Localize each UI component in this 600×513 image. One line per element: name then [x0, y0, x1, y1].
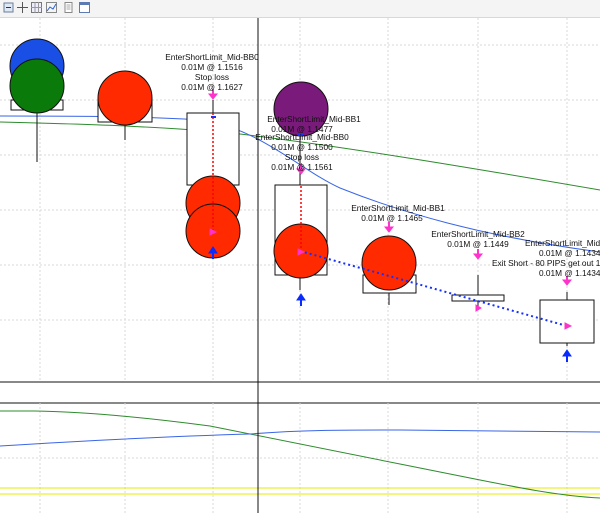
entry-arrow-icon	[561, 276, 573, 286]
trade-circle	[97, 70, 153, 126]
exit-arrow-icon	[208, 246, 218, 259]
svg-text:Stop loss: Stop loss	[285, 152, 319, 162]
entry-arrow-icon	[383, 222, 395, 233]
annotation-4: EnterShortLimit_Mid-BB1 0.01M @ 1.1465	[351, 203, 445, 223]
chart-toolbar	[0, 0, 600, 18]
entry-markers	[207, 89, 573, 330]
chart-settings-icon[interactable]	[45, 1, 58, 14]
annotation-3: EnterShortLimit_Mid-BB0 0.01M @ 1.1500 S…	[255, 132, 349, 172]
svg-text:0.01M @ 1.1434: 0.01M @ 1.1434	[539, 248, 600, 258]
entry-arrow-icon	[207, 89, 219, 100]
annotation-1: EnterShortLimit_Mid-BB0 0.01M @ 1.1516 S…	[165, 52, 259, 92]
svg-text:0.01M @ 1.1477: 0.01M @ 1.1477	[271, 124, 333, 134]
annotation-2: EnterShortLimit_Mid-BB1 0.01M @ 1.1477	[267, 114, 361, 134]
svg-text:EnterShortLimit_Mid-BB: EnterShortLimit_Mid-BB	[525, 238, 600, 248]
svg-text:0.01M @ 1.1449: 0.01M @ 1.1449	[447, 239, 509, 249]
svg-text:0.01M @ 1.1465: 0.01M @ 1.1465	[361, 213, 423, 223]
window-icon[interactable]	[78, 1, 91, 14]
svg-text:0.01M @ 1.1500: 0.01M @ 1.1500	[271, 142, 333, 152]
svg-text:0.01M @ 1.1516: 0.01M @ 1.1516	[181, 62, 243, 72]
svg-text:Stop loss: Stop loss	[195, 72, 229, 82]
green-indicator-line	[0, 410, 600, 499]
page-icon[interactable]	[62, 1, 75, 14]
exit-markers	[208, 246, 572, 362]
svg-text:Exit Short - 80 PIPS get out 1: Exit Short - 80 PIPS get out 1 Lo	[492, 258, 600, 268]
annotation-6: EnterShortLimit_Mid-BB 0.01M @ 1.1434 Ex…	[492, 238, 600, 278]
entry-arrow-icon	[295, 163, 307, 175]
svg-text:0.01M @ 1.1434: 0.01M @ 1.1434	[539, 268, 600, 278]
exit-arrow-icon	[562, 349, 572, 362]
svg-text:0.01M @ 1.1627: 0.01M @ 1.1627	[181, 82, 243, 92]
grid-icon[interactable]	[30, 1, 43, 14]
svg-text:EnterShortLimit_Mid-BB1: EnterShortLimit_Mid-BB1	[351, 203, 445, 213]
entry-arrow-icon	[472, 249, 484, 260]
svg-text:EnterShortLimit_Mid-BB2: EnterShortLimit_Mid-BB2	[431, 229, 525, 239]
price-ticks	[211, 116, 303, 136]
indicator-panel	[0, 403, 600, 513]
trade-link	[299, 250, 568, 327]
svg-text:EnterShortLimit_Mid-BB0: EnterShortLimit_Mid-BB0	[255, 132, 349, 142]
price-panel: EnterShortLimit_Mid-BB0 0.01M @ 1.1516 S…	[0, 18, 600, 380]
svg-text:0.01M @ 1.1561: 0.01M @ 1.1561	[271, 162, 333, 172]
green-ma-line	[0, 121, 600, 191]
trade-circles	[9, 38, 417, 291]
trade-circle	[361, 235, 417, 291]
green-circle	[9, 58, 65, 114]
zoom-tool-icon[interactable]	[2, 1, 15, 14]
blue-indicator-line	[0, 429, 600, 447]
svg-text:EnterShortLimit_Mid-BB0: EnterShortLimit_Mid-BB0	[165, 52, 259, 62]
annotation-5: EnterShortLimit_Mid-BB2 0.01M @ 1.1449	[431, 229, 525, 249]
exit-arrow-icon	[296, 293, 306, 306]
svg-text:EnterShortLimit_Mid-BB1: EnterShortLimit_Mid-BB1	[267, 114, 361, 124]
crosshair-icon[interactable]	[16, 1, 29, 14]
